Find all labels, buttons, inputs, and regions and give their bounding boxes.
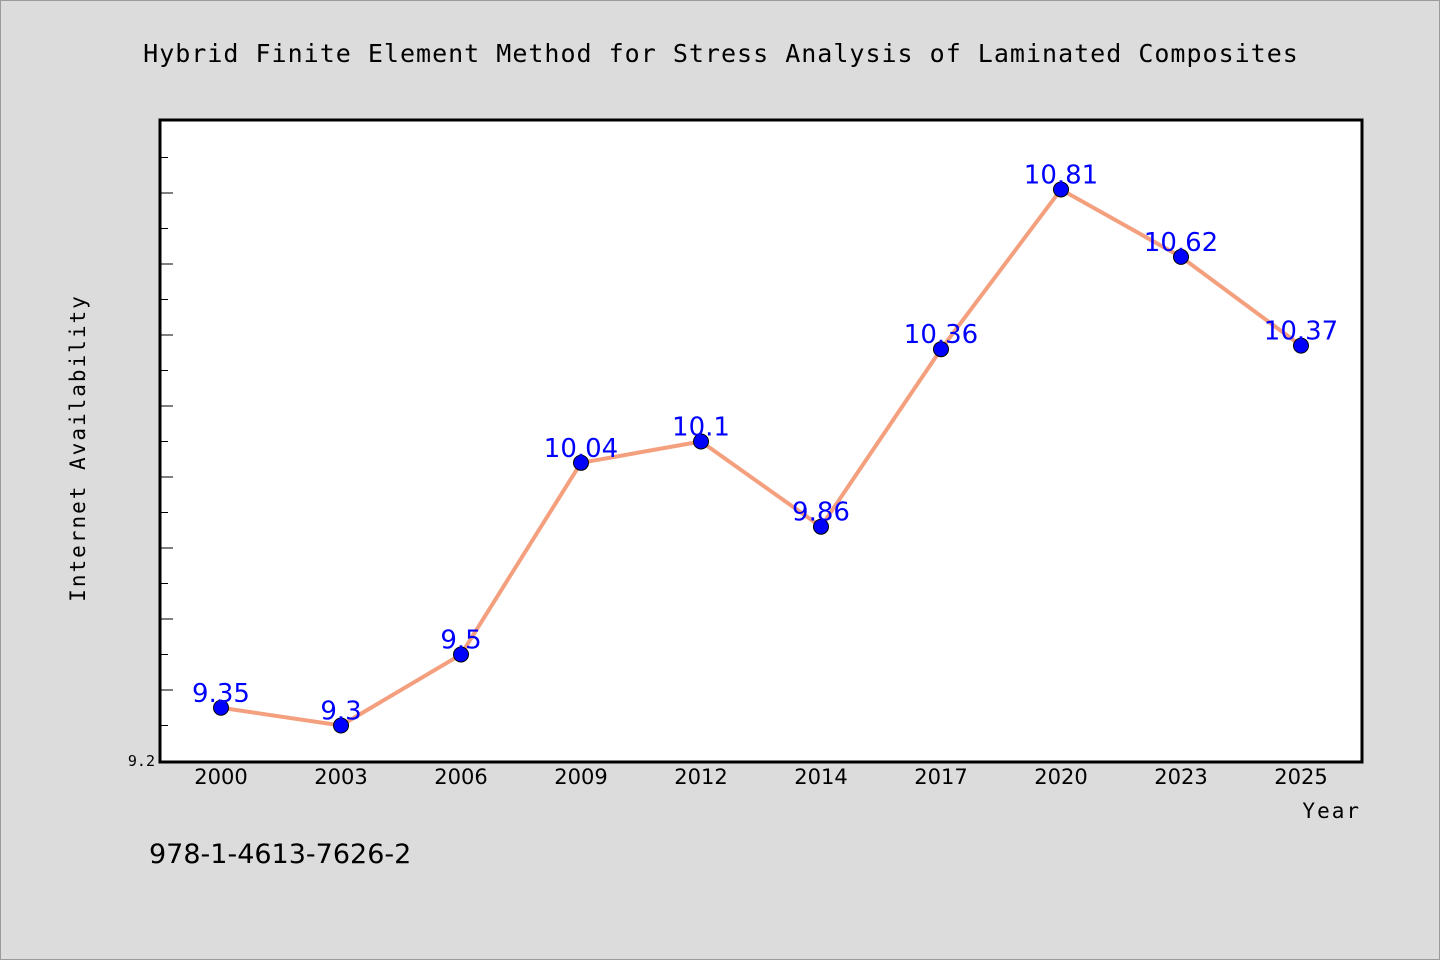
data-label: 10.81 [1024,160,1098,190]
x-tick-label: 2009 [554,765,607,789]
x-tick-label: 2017 [914,765,967,789]
data-point [693,433,709,450]
data-label: 10.37 [1264,317,1338,347]
data-point [1293,337,1309,354]
y-axis-label: Internet Availability [66,294,90,602]
y-axis-ticks [161,157,173,762]
data-point [453,646,469,663]
series-markers [213,181,1309,734]
data-label: 10.1 [672,413,730,443]
x-tick-label: 2020 [1034,765,1087,789]
data-point [573,454,589,471]
data-labels: 9.35 9.3 9.5 10.04 10.1 9.86 10.36 10.81 10.62 10… [192,160,1338,726]
x-tick-label: 2023 [1154,765,1207,789]
x-tick-label: 2025 [1274,765,1327,789]
chart-title: Hybrid Finite Element Method for Stress … [143,39,1299,68]
data-label: 9.3 [320,697,361,727]
data-label: 10.36 [904,320,978,350]
y-tick-label: 9.2 [128,752,155,770]
x-tick-label: 2012 [674,765,727,789]
x-tick-label: 2000 [194,765,247,789]
data-label: 9.86 [792,498,850,528]
data-label: 9.5 [440,626,481,656]
data-label: 10.62 [1144,228,1218,258]
plot-area [158,118,1364,764]
data-point [333,717,349,734]
series-line [219,187,1303,728]
x-axis-tick-labels: 2000 2003 2006 2009 2012 2014 2017 2020 2023 2025 [194,765,1327,789]
data-point [1173,248,1189,265]
data-label: 10.04 [544,434,618,464]
data-point [813,518,829,535]
data-point [213,699,229,716]
x-tick-label: 2003 [314,765,367,789]
data-point [933,341,949,358]
y-axis-tick-labels: 9.2 [128,752,155,770]
x-tick-label: 2014 [794,765,847,789]
data-point [1053,181,1069,198]
x-axis-label: Year [1302,799,1361,823]
isbn-text: 978-1-4613-7626-2 [149,839,411,870]
data-label: 9.35 [192,679,250,709]
x-tick-label: 2006 [434,765,487,789]
